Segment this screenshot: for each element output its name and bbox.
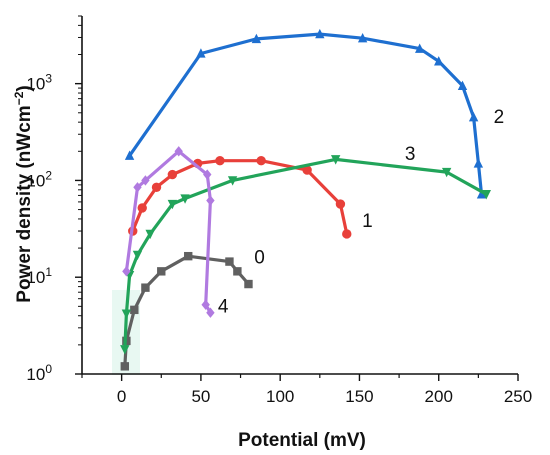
data-point [481,190,491,200]
data-point [434,56,444,66]
data-point [206,195,215,206]
series-layer [120,28,491,371]
data-point [335,199,346,209]
data-point [473,158,484,168]
data-point [251,33,262,44]
data-point [476,189,487,199]
series-1 [128,155,352,239]
data-point [120,362,130,371]
series-label: 3 [405,144,416,165]
data-point [130,305,139,315]
series-label: 4 [218,296,229,317]
data-point [244,279,253,289]
data-point [302,165,312,175]
data-point [120,345,130,355]
y-axis-title-base: Power density (nWcm [14,105,35,302]
y-tick-label: 103 [26,72,52,94]
data-point [122,266,131,277]
series-0 [120,251,253,371]
data-point [167,199,178,210]
data-point [342,229,352,239]
data-point [137,203,147,213]
series-label: 0 [254,247,265,268]
series-line [123,157,488,351]
data-point [141,175,150,186]
data-point [201,299,210,310]
data-point [121,309,132,319]
y-axis-title-sup: −2 [12,91,26,105]
data-point [174,146,183,157]
y-ticks: 100 101 102 103 [26,15,82,384]
data-point [132,250,143,261]
series-label: 1 [362,211,373,232]
series-label-layer: 0 1 2 3 4 [218,107,504,317]
x-tick-label: 250 [504,387,532,406]
data-point [157,267,166,276]
data-point [151,182,162,192]
series-line [123,254,251,368]
data-point [124,150,135,160]
data-point [225,257,234,266]
x-ticks: 0 50 100 150 200 250 [81,374,532,406]
data-point [196,48,206,58]
data-point [141,283,150,292]
y-tick-label: 100 [26,362,52,384]
data-point [133,182,142,193]
series-line [131,159,349,236]
data-point [215,155,225,166]
x-tick-label: 0 [117,387,126,406]
y-tick-label: 102 [26,168,52,190]
data-point [184,251,193,261]
data-point [457,80,468,91]
data-point [206,307,215,318]
data-point [315,28,325,39]
data-point [180,194,190,204]
x-tick-label: 200 [425,387,453,406]
series-3 [120,155,491,355]
data-point [167,169,178,180]
x-tick-label: 100 [266,387,294,406]
data-point [227,176,238,186]
x-tick-label: 150 [345,387,373,406]
x-axis-title: Potential (mV) [238,430,366,451]
data-point [330,155,341,165]
data-point [203,169,212,180]
series-4 [122,146,215,318]
series-2 [124,28,487,199]
y-tick-label: 101 [26,265,52,287]
data-point [415,43,425,53]
x-tick-label: 50 [191,387,210,406]
data-point [357,32,368,43]
y-axis-title-close: ) [14,85,35,91]
data-point [145,229,155,240]
data-point [441,167,452,178]
data-point [233,267,242,276]
data-point [468,112,479,122]
series-label: 2 [494,107,505,128]
data-point [256,155,266,166]
y-axis-title: Power density (nWcm−2) [12,85,35,302]
